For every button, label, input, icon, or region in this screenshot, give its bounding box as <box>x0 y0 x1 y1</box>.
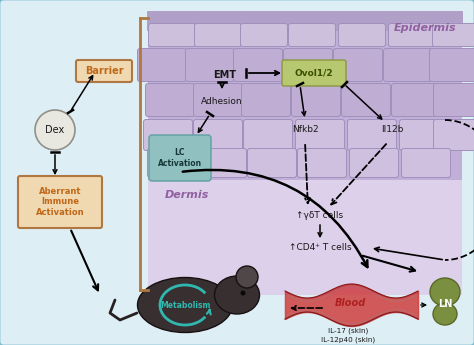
FancyBboxPatch shape <box>185 49 235 81</box>
FancyBboxPatch shape <box>434 119 474 150</box>
Text: Dermis: Dermis <box>165 190 210 200</box>
Text: Metabolism: Metabolism <box>160 300 210 309</box>
Text: Dex: Dex <box>46 125 64 135</box>
Bar <box>148 12 462 180</box>
FancyBboxPatch shape <box>401 148 450 177</box>
FancyBboxPatch shape <box>283 49 332 81</box>
FancyBboxPatch shape <box>434 83 474 117</box>
FancyBboxPatch shape <box>147 11 463 31</box>
Ellipse shape <box>137 277 233 333</box>
FancyBboxPatch shape <box>241 83 291 117</box>
Ellipse shape <box>433 303 457 325</box>
Text: Ovol1/2: Ovol1/2 <box>295 69 333 78</box>
Text: ↑CD4⁺ T cells: ↑CD4⁺ T cells <box>289 244 351 253</box>
FancyBboxPatch shape <box>144 119 192 150</box>
Text: Il12b: Il12b <box>381 126 403 135</box>
FancyBboxPatch shape <box>76 60 132 82</box>
Circle shape <box>240 290 246 296</box>
FancyBboxPatch shape <box>392 83 440 117</box>
FancyBboxPatch shape <box>295 119 345 150</box>
Text: Nfkb2: Nfkb2 <box>292 126 319 135</box>
FancyBboxPatch shape <box>247 148 297 177</box>
Circle shape <box>236 266 258 288</box>
FancyBboxPatch shape <box>18 176 102 228</box>
FancyBboxPatch shape <box>146 83 194 117</box>
FancyBboxPatch shape <box>194 23 241 47</box>
FancyBboxPatch shape <box>137 49 186 81</box>
Text: EMT: EMT <box>213 70 237 80</box>
FancyBboxPatch shape <box>198 148 246 177</box>
FancyBboxPatch shape <box>429 49 474 81</box>
Text: LC
Activation: LC Activation <box>158 148 202 168</box>
FancyBboxPatch shape <box>341 83 391 117</box>
FancyBboxPatch shape <box>244 119 292 150</box>
FancyBboxPatch shape <box>149 135 211 181</box>
Text: IL-17 (skin)
IL-12p40 (skin)
G-CSF (LN): IL-17 (skin) IL-12p40 (skin) G-CSF (LN) <box>321 328 375 345</box>
FancyBboxPatch shape <box>147 148 197 177</box>
FancyBboxPatch shape <box>298 148 346 177</box>
Text: Blood: Blood <box>334 298 365 308</box>
FancyBboxPatch shape <box>193 83 243 117</box>
Text: ↑γδT cells: ↑γδT cells <box>296 210 344 219</box>
FancyBboxPatch shape <box>240 23 288 47</box>
FancyBboxPatch shape <box>289 23 336 47</box>
FancyBboxPatch shape <box>148 23 195 47</box>
FancyBboxPatch shape <box>432 23 474 47</box>
FancyBboxPatch shape <box>347 119 396 150</box>
FancyBboxPatch shape <box>292 83 340 117</box>
FancyBboxPatch shape <box>349 148 399 177</box>
Text: Adhesion: Adhesion <box>201 98 243 107</box>
Text: Barrier: Barrier <box>85 66 123 76</box>
Text: Epidermis: Epidermis <box>393 23 456 33</box>
FancyBboxPatch shape <box>193 119 243 150</box>
FancyBboxPatch shape <box>282 60 346 86</box>
Text: Aberrant
Immune
Activation: Aberrant Immune Activation <box>36 187 84 217</box>
Ellipse shape <box>430 278 460 306</box>
Ellipse shape <box>215 276 259 314</box>
Bar <box>148 178 462 295</box>
FancyBboxPatch shape <box>234 49 283 81</box>
FancyBboxPatch shape <box>338 23 385 47</box>
FancyBboxPatch shape <box>334 49 383 81</box>
Text: LN: LN <box>438 299 452 309</box>
FancyBboxPatch shape <box>389 23 436 47</box>
Circle shape <box>35 110 75 150</box>
FancyBboxPatch shape <box>383 49 432 81</box>
FancyBboxPatch shape <box>400 119 448 150</box>
